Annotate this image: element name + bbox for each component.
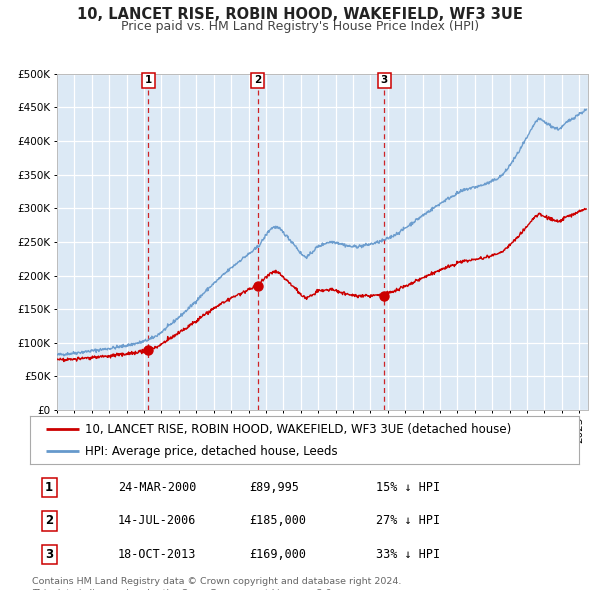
- Text: 1: 1: [145, 76, 152, 86]
- Text: 2: 2: [45, 514, 53, 527]
- Text: 2: 2: [254, 76, 262, 86]
- Text: Price paid vs. HM Land Registry's House Price Index (HPI): Price paid vs. HM Land Registry's House …: [121, 20, 479, 33]
- Text: 14-JUL-2006: 14-JUL-2006: [118, 514, 196, 527]
- Text: 15% ↓ HPI: 15% ↓ HPI: [376, 481, 440, 494]
- Text: 1: 1: [45, 481, 53, 494]
- Text: £169,000: £169,000: [250, 548, 307, 561]
- Text: 18-OCT-2013: 18-OCT-2013: [118, 548, 196, 561]
- Text: 33% ↓ HPI: 33% ↓ HPI: [376, 548, 440, 561]
- Text: 27% ↓ HPI: 27% ↓ HPI: [376, 514, 440, 527]
- Text: £89,995: £89,995: [250, 481, 299, 494]
- Text: 24-MAR-2000: 24-MAR-2000: [118, 481, 196, 494]
- Text: 10, LANCET RISE, ROBIN HOOD, WAKEFIELD, WF3 3UE (detached house): 10, LANCET RISE, ROBIN HOOD, WAKEFIELD, …: [85, 422, 511, 435]
- Text: HPI: Average price, detached house, Leeds: HPI: Average price, detached house, Leed…: [85, 445, 338, 458]
- Text: Contains HM Land Registry data © Crown copyright and database right 2024.
This d: Contains HM Land Registry data © Crown c…: [32, 577, 401, 590]
- Text: £185,000: £185,000: [250, 514, 307, 527]
- Text: 3: 3: [380, 76, 388, 86]
- Text: 10, LANCET RISE, ROBIN HOOD, WAKEFIELD, WF3 3UE: 10, LANCET RISE, ROBIN HOOD, WAKEFIELD, …: [77, 7, 523, 22]
- Text: 3: 3: [45, 548, 53, 561]
